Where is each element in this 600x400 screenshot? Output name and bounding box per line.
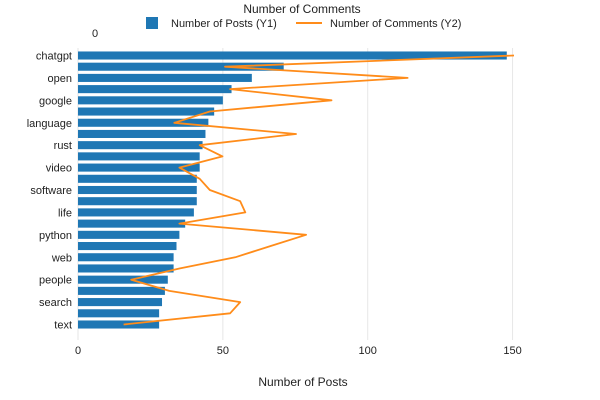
legend: Number of Posts (Y1) Number of Comments … <box>146 17 461 30</box>
comments-line-layer <box>123 54 515 326</box>
bar-posts <box>78 85 232 94</box>
y-category-label: language <box>27 118 72 130</box>
bar-posts <box>78 73 252 82</box>
y-category-label: video <box>46 163 72 175</box>
y-category-label: search <box>39 297 72 309</box>
bar-posts <box>78 253 174 262</box>
bar-posts <box>78 96 223 105</box>
y-category-label: chatgpt <box>36 51 72 63</box>
bar-posts <box>78 275 168 284</box>
y-axis-labels: chatgpt open google language rust video softwa… <box>27 51 72 332</box>
bars-layer <box>78 51 507 329</box>
y-category-label: rust <box>54 140 72 152</box>
top-axis-title: Number of Comments <box>243 2 360 16</box>
bar-posts <box>78 118 209 127</box>
legend-label-comments: Number of Comments (Y2) <box>330 18 461 30</box>
x-axis-title: Number of Posts <box>258 375 347 389</box>
legend-swatch-posts <box>146 17 158 29</box>
bar-posts <box>78 320 160 329</box>
x-tick-label: 0 <box>75 345 81 357</box>
bar-posts <box>78 174 197 183</box>
bar-posts <box>78 219 186 228</box>
y-category-label: text <box>54 320 72 332</box>
y-category-label: open <box>48 73 72 85</box>
y-category-label: people <box>39 275 72 287</box>
y-category-label: python <box>39 230 72 242</box>
bar-posts <box>78 242 177 251</box>
y-category-label: life <box>58 207 72 219</box>
line-comments <box>123 54 515 326</box>
bar-posts <box>78 264 174 273</box>
bar-posts <box>78 141 203 150</box>
bar-posts <box>78 309 160 318</box>
y-category-label: web <box>51 252 72 264</box>
bar-posts <box>78 230 180 239</box>
bar-posts <box>78 107 215 116</box>
bar-posts <box>78 298 163 307</box>
bar-posts <box>78 208 194 217</box>
y-category-label: software <box>30 185 72 197</box>
bar-posts <box>78 185 197 195</box>
bar-posts <box>78 51 507 60</box>
bar-posts <box>78 197 197 206</box>
bar-posts <box>78 163 200 172</box>
x-tick-label: 150 <box>503 345 521 357</box>
bar-posts <box>78 129 206 138</box>
bar-posts <box>78 62 284 71</box>
legend-label-posts: Number of Posts (Y1) <box>171 18 277 30</box>
x-axis-ticks: 0 50 100 150 <box>75 345 522 357</box>
top-axis-tick: 0 <box>92 28 98 40</box>
bar-posts <box>78 152 200 161</box>
x-tick-label: 50 <box>217 345 229 357</box>
bar-posts <box>78 286 165 295</box>
y-category-label: google <box>39 95 72 107</box>
x-tick-label: 100 <box>359 345 377 357</box>
